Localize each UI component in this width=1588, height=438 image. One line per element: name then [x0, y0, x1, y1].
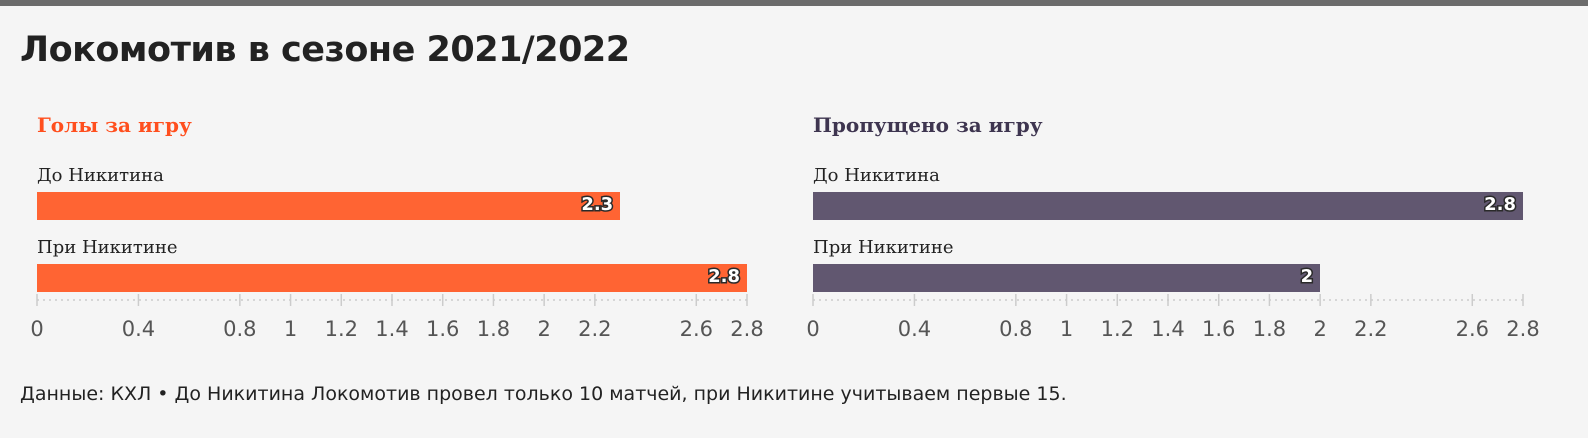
tick-label: 1.2 — [1101, 317, 1134, 341]
bar-during-nikitin: 2.8 — [37, 264, 747, 292]
tick-label: 1.8 — [477, 317, 510, 341]
x-axis: 0 0.4 0.8 1 1.2 1.4 1.6 1.8 2 2.2 2.6 2.8 — [30, 294, 764, 341]
bar-value-label: 2.8 — [1483, 193, 1518, 217]
bar-before-nikitin: 2.8 — [813, 192, 1523, 220]
conceded-per-game-panel: Пропущено за игру До Никитина 2.8 При Ни… — [806, 0, 1540, 360]
category-label-before: До Никитина — [813, 165, 940, 186]
tick-label: 2.8 — [1506, 317, 1539, 341]
tick-label: 0.4 — [122, 317, 155, 341]
tick-label: 1 — [284, 317, 297, 341]
tick-label: 2.8 — [730, 317, 763, 341]
tick-label: 0.8 — [223, 317, 256, 341]
tick-label: 2 — [1313, 317, 1326, 341]
tick-label: 0.8 — [999, 317, 1032, 341]
tick-label: 2.2 — [1354, 317, 1387, 341]
bar-value-label: 2.3 — [580, 193, 615, 217]
chart-title: Локомотив в сезоне 2021/2022 — [20, 30, 630, 70]
tick-label: 1.4 — [375, 317, 408, 341]
category-label-during: При Никитине — [813, 237, 954, 258]
bar-value-label: 2 — [1299, 265, 1314, 289]
tick-label: 1.2 — [325, 317, 358, 341]
goals-per-game-panel: Голы за игру До Никитина 2.3 При Никитин… — [30, 0, 764, 360]
tick-label: 1.4 — [1151, 317, 1184, 341]
x-axis: 0 0.4 0.8 1 1.2 1.4 1.6 1.8 2 2.2 2.6 2.8 — [806, 294, 1540, 341]
tick-label: 1.6 — [1202, 317, 1235, 341]
category-label-during: При Никитине — [37, 237, 178, 258]
tick-label: 1.6 — [426, 317, 459, 341]
category-label-before: До Никитина — [37, 165, 164, 186]
tick-label: 2.6 — [1456, 317, 1489, 341]
top-rule — [0, 0, 1588, 6]
goals-panel-title: Голы за игру — [37, 113, 192, 137]
tick-label: 2.2 — [578, 317, 611, 341]
conceded-panel-title: Пропущено за игру — [813, 113, 1043, 137]
tick-label: 0 — [30, 317, 43, 341]
tick-label: 1.8 — [1253, 317, 1286, 341]
bar-during-nikitin: 2 — [813, 264, 1321, 292]
tick-label: 2 — [537, 317, 550, 341]
source-footnote: Данные: КХЛ • До Никитина Локомотив пров… — [20, 383, 1067, 405]
bar-before-nikitin: 2.3 — [37, 192, 621, 220]
tick-label: 0.4 — [898, 317, 931, 341]
tick-label: 0 — [806, 317, 819, 341]
tick-label: 1 — [1060, 317, 1073, 341]
bar-value-label: 2.8 — [707, 265, 742, 289]
tick-label: 2.6 — [680, 317, 713, 341]
